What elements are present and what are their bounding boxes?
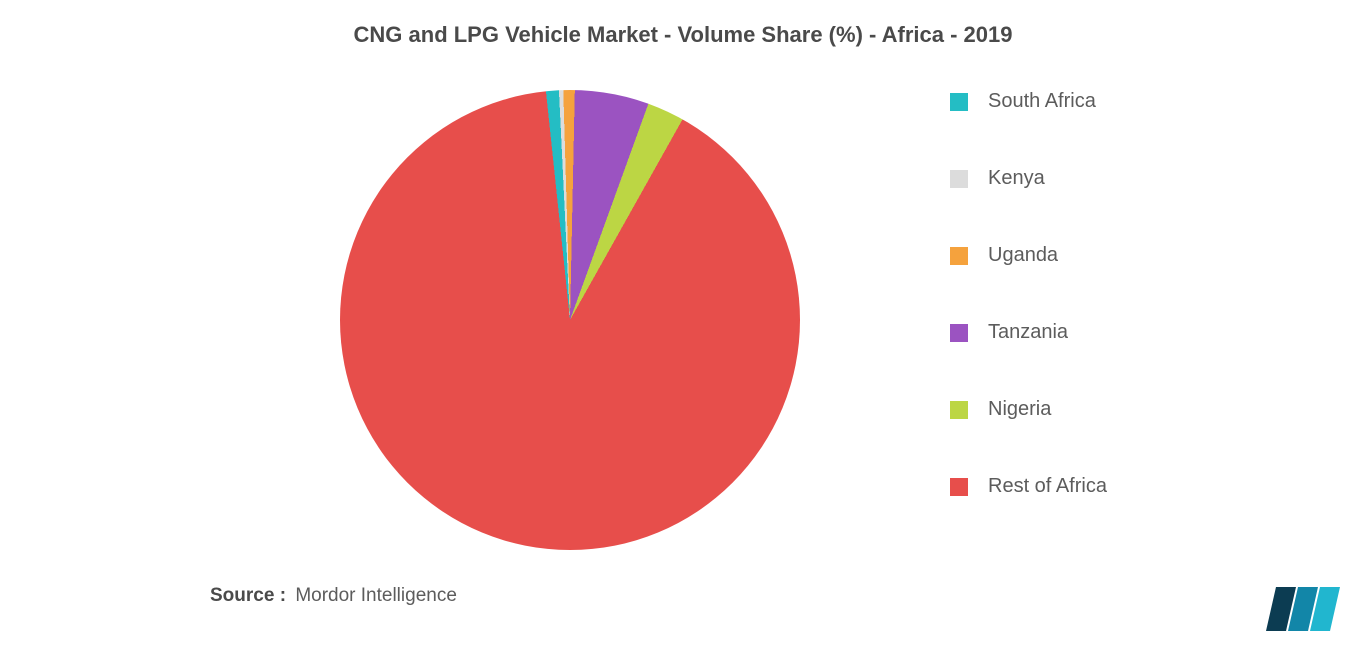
legend-label: Uganda [988, 244, 1058, 267]
legend: South Africa Kenya Uganda Tanzania Nigeria Re… [950, 90, 1310, 498]
chart-title: CNG and LPG Vehicle Market - Volume Shar… [0, 22, 1366, 48]
source-line: Source : Mordor Intelligence [210, 585, 457, 607]
source-text: Mordor Intelligence [295, 585, 457, 606]
legend-swatch-icon [950, 478, 968, 496]
legend-item: Rest of Africa [950, 475, 1310, 498]
legend-swatch-icon [950, 247, 968, 265]
chart-area: South Africa Kenya Uganda Tanzania Nigeria Re… [0, 70, 1366, 570]
legend-label: Nigeria [988, 398, 1051, 421]
legend-label: Rest of Africa [988, 475, 1107, 498]
legend-item: South Africa [950, 90, 1310, 113]
legend-label: Tanzania [988, 321, 1068, 344]
legend-label: South Africa [988, 90, 1096, 113]
legend-swatch-icon [950, 401, 968, 419]
legend-label: Kenya [988, 167, 1045, 190]
brand-logo-icon [1266, 587, 1340, 631]
pie-chart [340, 90, 800, 550]
legend-item: Tanzania [950, 321, 1310, 344]
legend-swatch-icon [950, 170, 968, 188]
legend-item: Uganda [950, 244, 1310, 267]
chart-container: CNG and LPG Vehicle Market - Volume Shar… [0, 0, 1366, 655]
legend-swatch-icon [950, 93, 968, 111]
legend-swatch-icon [950, 324, 968, 342]
source-label: Source : [210, 585, 286, 606]
legend-item: Kenya [950, 167, 1310, 190]
legend-item: Nigeria [950, 398, 1310, 421]
